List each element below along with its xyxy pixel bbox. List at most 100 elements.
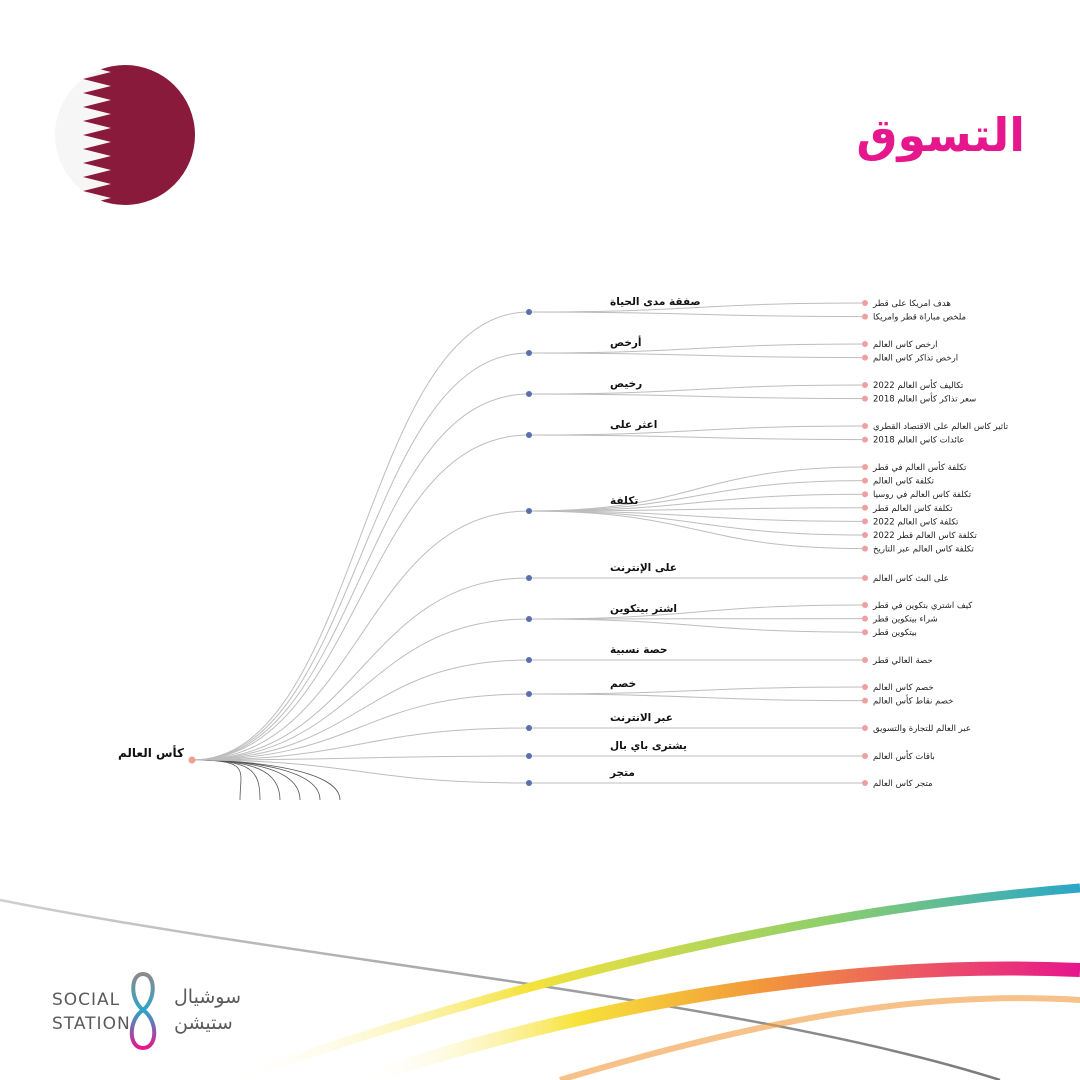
leaf-node[interactable] [862,532,868,538]
page-title: التسوق [856,108,1025,162]
tree-link-root-branch [191,618,530,761]
branch-node[interactable] [526,432,532,438]
leaf-label: متجر كاس العالم [873,779,933,789]
leaf-node[interactable] [862,753,868,759]
leaf-node[interactable] [862,395,868,402]
root-label: كأس العالم [118,745,184,760]
brand-logo: SOCIAL STATION سوشيال ستيشن [52,968,252,1058]
tree-link-root-branch [191,434,530,761]
leaf-label: تكلفة كأس العالم في قطر [872,461,967,473]
infinity-logo-icon [129,971,157,1051]
branch-node[interactable] [526,657,532,663]
tree-link-branch-leaf [528,510,866,536]
leaf-label: ارخص تذاكر كاس العالم [873,354,958,364]
tree-link-branch-leaf [528,466,866,512]
leaf-label: تكلفة كاس العالم [873,477,935,487]
branch-node[interactable] [526,350,532,356]
leaf-node[interactable] [862,629,868,636]
branch-node[interactable] [526,391,532,397]
tree-link-root-branch [191,727,530,761]
branch-node[interactable] [526,309,532,315]
leaf-node[interactable] [862,725,868,731]
leaf-node[interactable] [862,575,868,581]
leaf-node[interactable] [862,382,868,388]
tree-link-root-branch [191,659,530,761]
leaf-node[interactable] [862,464,868,470]
tree-link-branch-leaf [528,686,866,695]
tree-link-branch-leaf [528,434,866,441]
tree-link-branch-leaf [528,311,866,318]
branch-label: تكلفة [610,495,638,507]
tree-link-branch-leaf [528,693,866,702]
branch-label: حصة نسبية [610,644,668,656]
branch-label: متجر [609,767,635,779]
branch-node[interactable] [526,725,532,731]
leaf-label: باقات كأس العالم [873,750,935,762]
leaf-node[interactable] [862,657,868,663]
leaf-label: على البث كاس العالم [873,574,949,584]
tree-link-branch-leaf [528,510,866,522]
branch-node[interactable] [526,780,532,786]
branch-label: أرخص [610,335,642,349]
tree-link-root-branch [191,693,530,761]
leaf-node[interactable] [862,780,868,786]
leaf-node[interactable] [862,423,868,429]
branch-label: خصم [610,678,636,690]
leaf-label: خصم كاس العالم [873,683,934,693]
tree-link-branch-leaf [528,384,866,395]
tree-link-branch-leaf [528,352,866,359]
leaf-label: بيتكوين قطر [872,628,917,638]
branch-label: يشترى باي بال [610,740,687,752]
branch-node[interactable] [526,691,532,697]
leaf-label: شراء بيتكوين قطر [872,615,938,625]
branch-label: اشتر بيتكوين [610,603,677,615]
branch-node[interactable] [526,575,532,581]
leaf-node[interactable] [862,313,868,320]
root-node[interactable] [188,756,196,764]
leaf-node[interactable] [862,341,868,347]
tree-link-branch-leaf [528,393,866,400]
branch-node[interactable] [526,753,532,759]
brand-name-en-line2: STATION [52,1014,131,1034]
branch-label: رخيص [610,378,642,390]
leaf-node[interactable] [862,545,868,552]
leaf-node[interactable] [862,615,868,622]
tree-link-branch-leaf [528,302,866,313]
leaf-label: ملخص مباراة قطر وامريكا [873,313,966,323]
tree-link-root-branch [191,577,530,761]
flag-maroon-field [83,65,195,205]
leaf-label: تكلفة كاس العالم قطر [872,504,953,514]
branch-node[interactable] [526,616,532,622]
leaf-node[interactable] [862,491,868,498]
branch-node[interactable] [526,508,532,514]
tree-link-branch-leaf [528,343,866,354]
leaf-node[interactable] [862,354,868,361]
branch-label: صفقة مدى الحياة [610,296,701,308]
leaf-node[interactable] [862,684,868,690]
leaf-node[interactable] [862,504,868,511]
leaf-label: تاثير كاس العالم على الاقتصاد القطري [873,422,1009,432]
leaf-label: تكاليف كأس العالم 2022 [873,379,964,391]
qatar-flag-icon [55,65,195,205]
leaf-label: هدف امريكا على قطر [872,299,951,309]
tree-link-branch-leaf [528,604,866,620]
leaf-node[interactable] [862,300,868,306]
leaf-node[interactable] [862,436,868,443]
leaf-label: حصة العالي قطر [872,656,933,666]
leaf-node[interactable] [862,602,868,608]
tree-link-branch-leaf [528,425,866,436]
tree-link-branch-leaf [528,618,866,633]
tree-link-branch-leaf [528,480,866,512]
leaf-label: تكلفة كاس العالم قطر 2022 [873,531,977,541]
leaf-label: سعر تذاكر كأس العالم 2018 [873,393,976,405]
leaf-node[interactable] [862,518,868,525]
leaf-label: ارخص كاس العالم [873,340,937,350]
tree-link-root-branch [191,393,530,761]
leaf-node[interactable] [862,477,868,484]
leaf-node[interactable] [862,697,868,704]
leaf-label: عبر العالم للتجارة والتسويق [873,724,971,734]
brand-name-ar-line1: سوشيال [174,986,241,1008]
tree-diagram: كأس العالم صفقة مدى الحياة هدف امريكا على … [118,296,1009,801]
branch-label: عبر الانترنت [610,712,673,724]
